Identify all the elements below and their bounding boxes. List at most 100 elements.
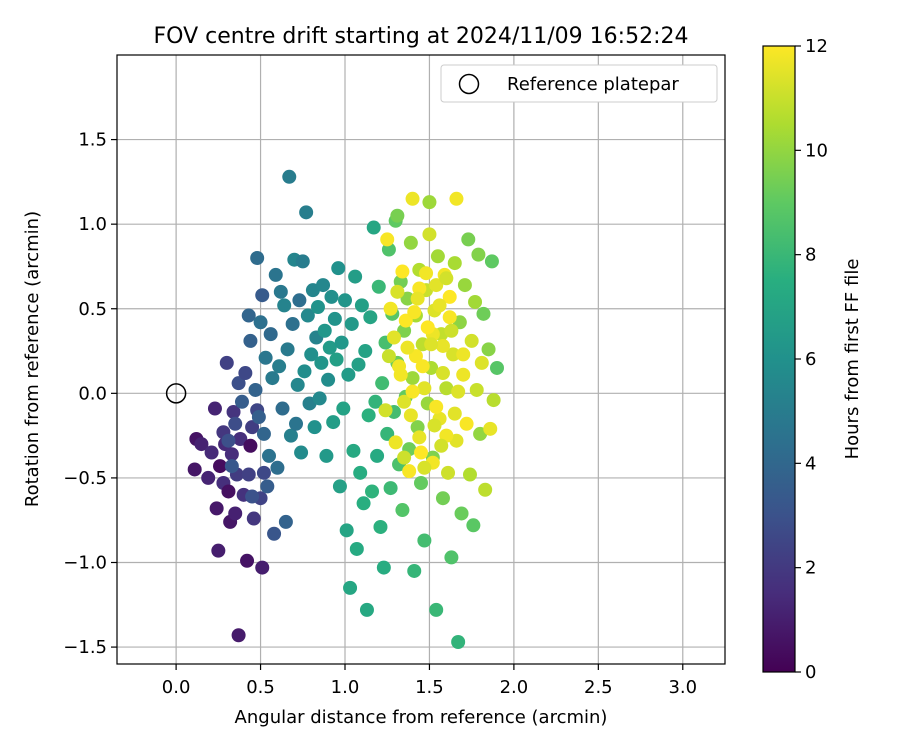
data-point — [277, 298, 292, 313]
data-point — [273, 284, 288, 299]
data-point — [405, 191, 420, 206]
data-point — [233, 432, 248, 447]
data-point — [209, 501, 224, 516]
colorbar-ticks: 0 2 4 6 8 10 12 — [795, 36, 828, 683]
data-point — [461, 232, 476, 247]
data-point — [304, 347, 319, 362]
data-point — [476, 306, 491, 321]
data-point — [332, 479, 347, 494]
grid-lines — [117, 55, 725, 664]
data-point — [262, 448, 276, 463]
data-point — [471, 247, 486, 262]
colorbar: 0 2 4 6 8 10 12 Hours from first FF file — [762, 36, 863, 683]
data-point — [292, 293, 307, 308]
data-point — [243, 438, 258, 453]
data-point — [224, 447, 239, 462]
data-point — [260, 479, 275, 494]
legend: Reference platepar — [440, 64, 718, 103]
data-point — [447, 406, 462, 421]
data-point — [290, 377, 305, 392]
axis-ticks: 0.0 0.5 1.0 1.5 2.0 2.5 3.0 −1.5 −1.0 −0.5 0.0 0.5 1… — [63, 130, 697, 698]
data-point — [253, 315, 268, 330]
data-point — [207, 401, 222, 416]
data-point — [359, 602, 374, 617]
chart-title: FOV centre drift starting at 2024/11/09 … — [154, 24, 689, 49]
data-point — [263, 327, 278, 342]
data-point — [395, 264, 410, 279]
y-axis-label: Rotation from reference (arcmin) — [22, 211, 43, 507]
data-point — [275, 401, 290, 416]
data-point — [265, 371, 280, 386]
data-point — [427, 418, 442, 433]
data-point — [410, 291, 425, 306]
data-point — [258, 350, 273, 365]
data-point — [474, 355, 489, 370]
data-point — [295, 254, 310, 269]
data-point — [256, 426, 271, 441]
data-point — [378, 403, 393, 418]
data-point — [439, 381, 454, 396]
colorbar-label: Hours from first FF file — [842, 259, 863, 460]
data-point — [444, 323, 459, 338]
data-point — [456, 367, 471, 382]
data-point — [420, 320, 435, 335]
data-point — [245, 489, 260, 504]
data-point — [395, 503, 410, 518]
data-point — [430, 249, 445, 264]
data-point — [324, 289, 339, 304]
data-point — [299, 205, 314, 220]
data-point — [329, 352, 344, 367]
data-point — [338, 293, 352, 308]
data-point — [204, 445, 219, 460]
data-point — [381, 349, 396, 364]
data-point — [417, 533, 432, 548]
x-tick-label: 2.0 — [500, 677, 529, 698]
x-tick-label: 0.5 — [246, 677, 275, 698]
data-point — [454, 506, 469, 521]
data-point — [255, 560, 270, 575]
data-point — [221, 433, 236, 448]
data-point — [346, 443, 361, 458]
data-point — [435, 338, 450, 353]
data-point — [403, 235, 418, 250]
data-point — [414, 445, 428, 460]
data-point — [241, 308, 256, 323]
y-tick-label: 0.0 — [78, 383, 107, 404]
data-point — [444, 550, 459, 565]
x-axis-label: Angular distance from reference (arcmin) — [235, 707, 608, 728]
x-tick-label: 0.0 — [162, 677, 191, 698]
data-point — [398, 313, 413, 328]
data-point — [373, 519, 388, 534]
x-tick-label: 1.0 — [331, 677, 360, 698]
data-point — [343, 580, 358, 595]
data-point — [386, 330, 401, 345]
data-point — [234, 394, 249, 409]
colorbar-tick-label: 8 — [805, 245, 816, 266]
data-point — [272, 359, 287, 374]
data-point — [294, 445, 309, 460]
data-point — [370, 448, 385, 463]
data-point — [361, 408, 376, 423]
data-point — [392, 359, 407, 374]
data-point — [380, 426, 395, 441]
data-point — [407, 563, 422, 578]
data-point — [334, 335, 349, 350]
data-point — [397, 394, 412, 409]
legend-label: Reference platepar — [507, 74, 679, 95]
data-point — [408, 349, 423, 364]
data-point — [246, 511, 261, 526]
data-point — [267, 526, 282, 541]
data-point — [376, 560, 391, 575]
y-tick-label: −1.5 — [63, 637, 107, 658]
legend-marker — [458, 73, 480, 95]
data-point — [366, 220, 381, 235]
x-tick-label: 3.0 — [668, 677, 697, 698]
data-point — [331, 261, 346, 276]
data-point — [432, 298, 447, 313]
data-point — [348, 269, 363, 284]
data-point — [339, 523, 354, 538]
data-point — [419, 266, 434, 281]
data-point — [478, 482, 493, 497]
data-point — [245, 420, 260, 435]
